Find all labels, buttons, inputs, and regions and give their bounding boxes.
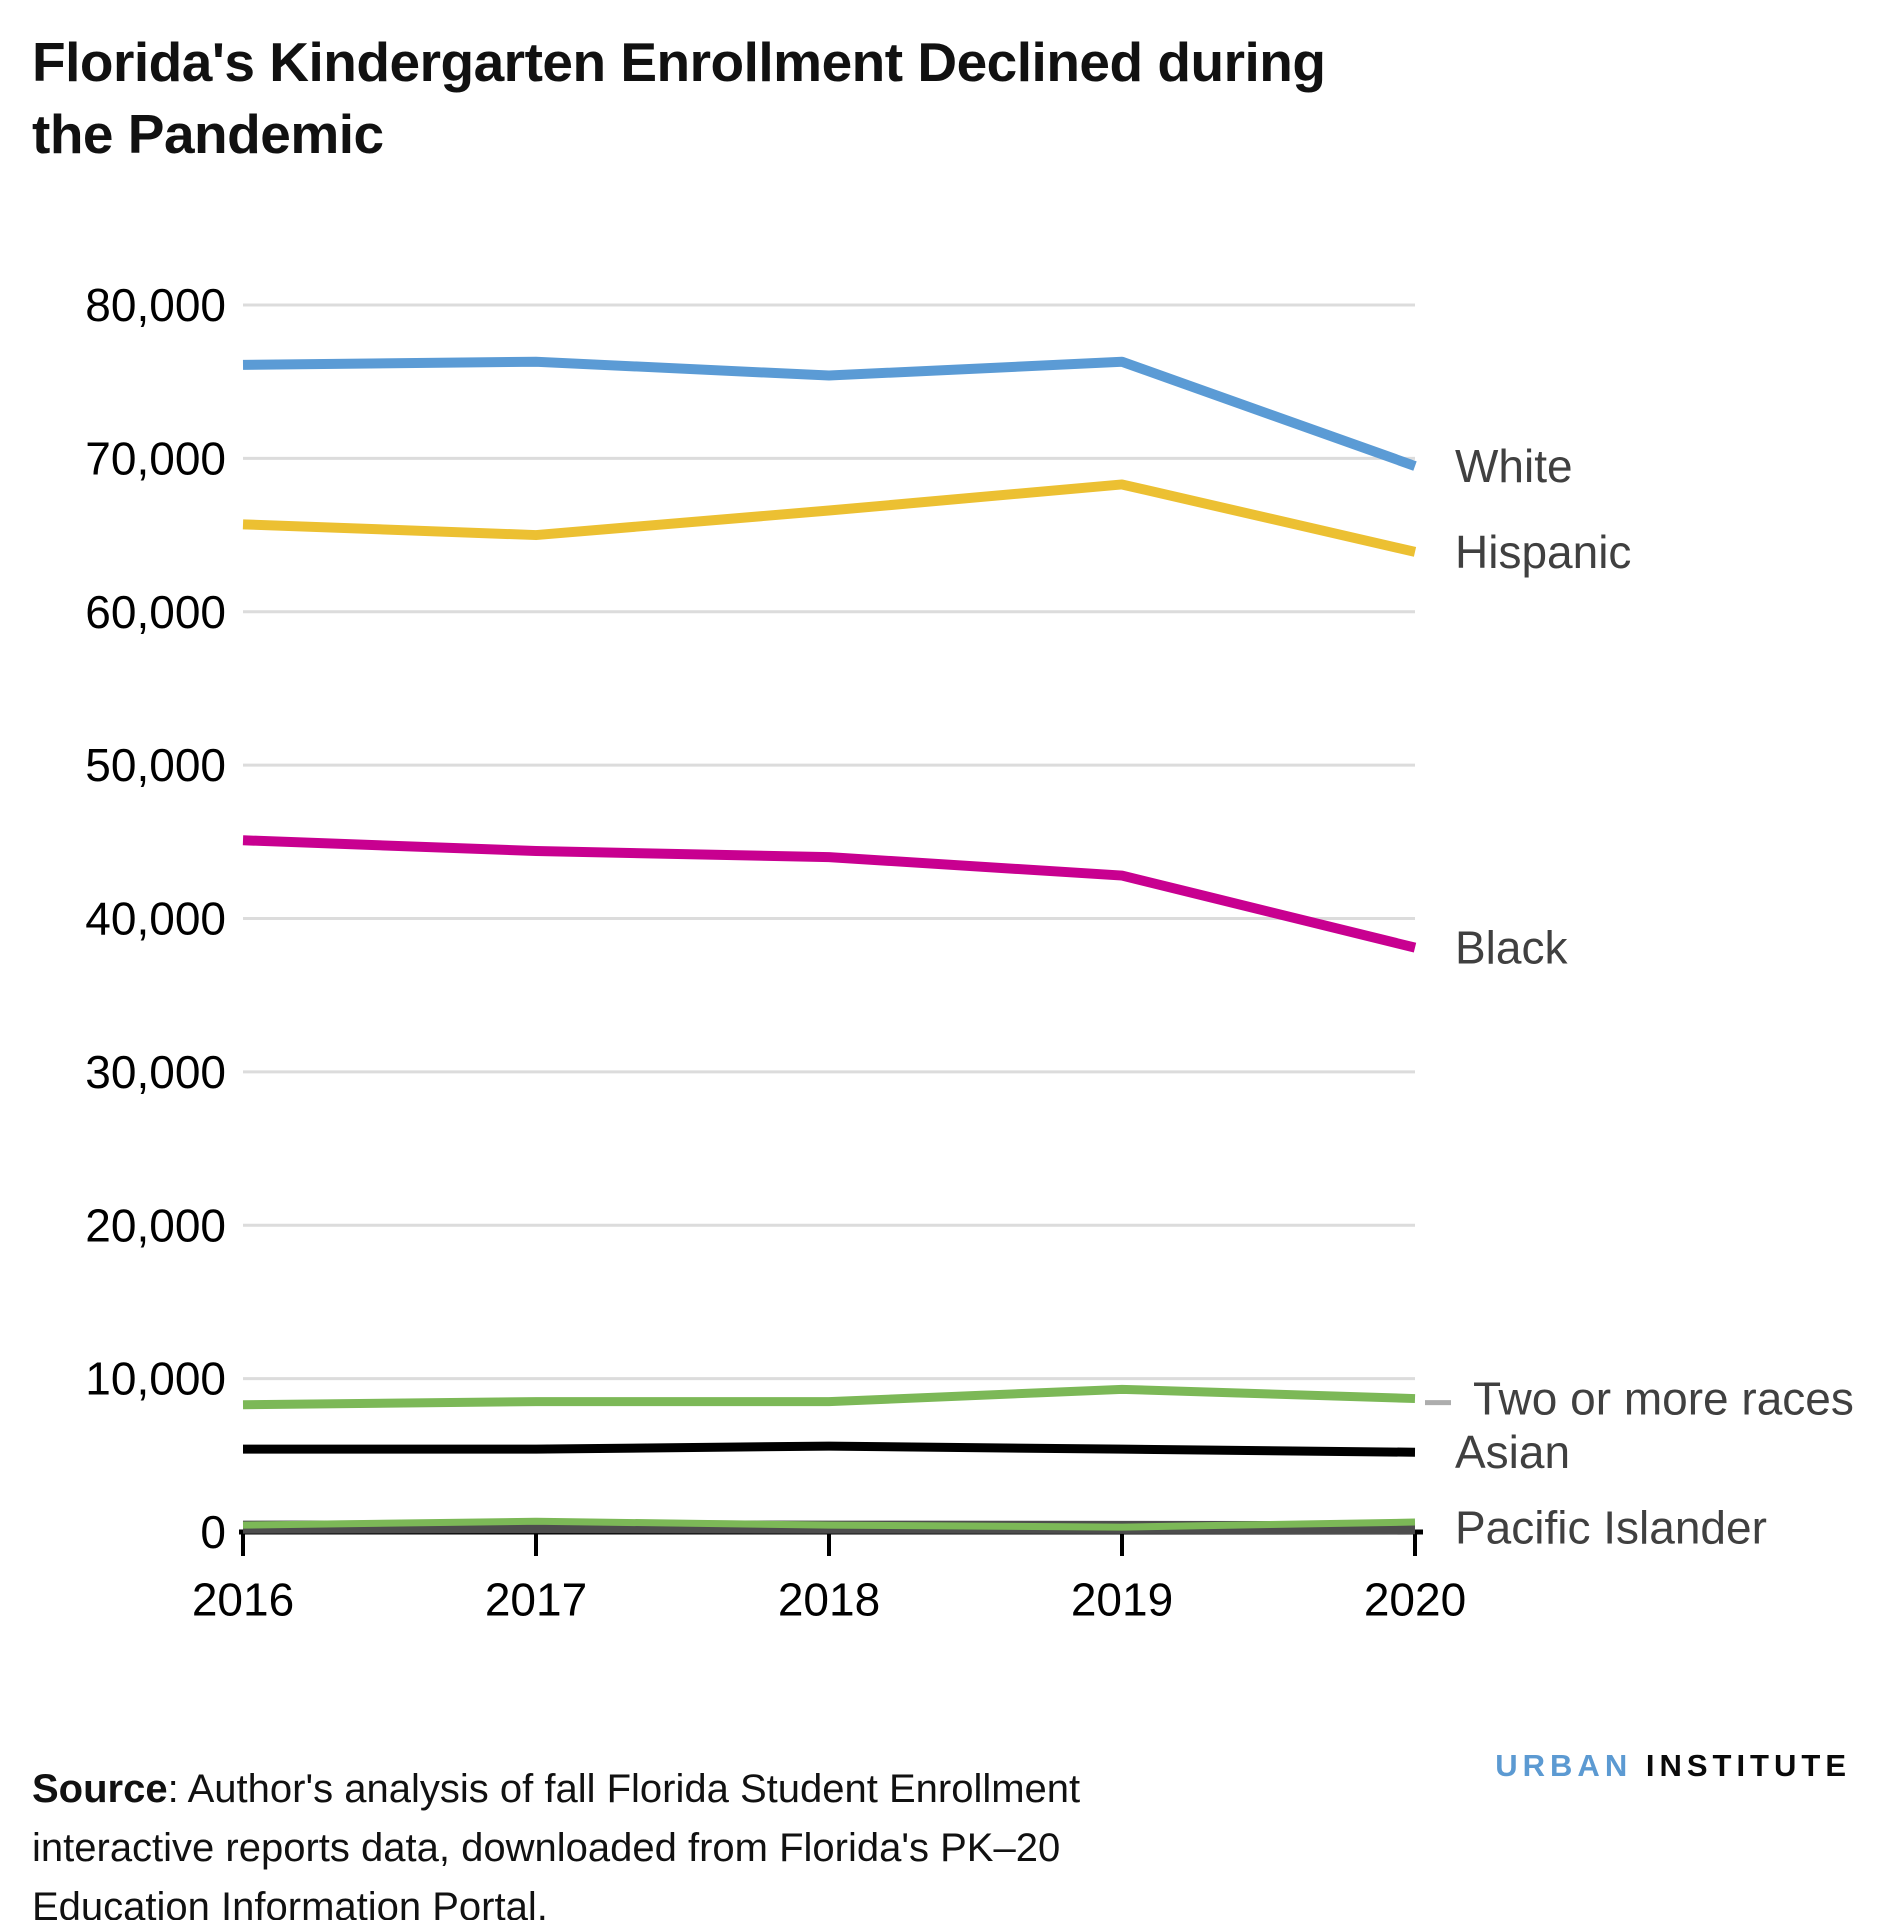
y-axis-tick-label: 10,000 [85, 1353, 226, 1405]
logo-urban-text: URBAN [1495, 1748, 1633, 1783]
logo-institute-text: INSTITUTE [1645, 1748, 1851, 1783]
series-line-white [242, 356, 1417, 471]
series-line-unlabeled-green-line-near-zero- [242, 1517, 1416, 1531]
chart-title-line-2: the Pandemic [32, 103, 384, 165]
y-axis-tick-label: 60,000 [85, 586, 226, 638]
source-note-line-1: Source: Author's analysis of fall Florid… [32, 1767, 1081, 1811]
series-line-hispanic [242, 479, 1417, 557]
source-note-line-2: interactive reports data, downloaded fro… [32, 1826, 1061, 1870]
y-axis-tick-label: 20,000 [85, 1199, 226, 1251]
urban-institute-logo: URBAN INSTITUTE [1495, 1748, 1851, 1784]
series-label-pacific-islander: Pacific Islander [1455, 1502, 1767, 1554]
series-line-two-or-more-races [242, 1384, 1416, 1410]
y-axis-tick-label: 50,000 [85, 739, 226, 791]
y-axis-tick-label: 0 [200, 1506, 226, 1558]
y-axis-tick-label: 80,000 [85, 279, 226, 331]
y-axis-tick-label: 40,000 [85, 893, 226, 945]
series-label-asian: Asian [1455, 1426, 1570, 1478]
series-label-hispanic: Hispanic [1455, 526, 1631, 578]
source-label: Source [32, 1767, 168, 1811]
y-axis-tick-label: 30,000 [85, 1046, 226, 1098]
chart-title: Florida's Kindergarten Enrollment Declin… [32, 26, 1532, 170]
series-line-asian [243, 1441, 1416, 1457]
x-axis-tick-label: 2016 [192, 1574, 294, 1626]
series-label-two-or-more-races: Two or more races [1473, 1373, 1854, 1425]
series-label-white: White [1455, 440, 1573, 492]
x-axis-tick-label: 2019 [1071, 1574, 1173, 1626]
y-axis-tick-label: 70,000 [85, 432, 226, 484]
chart-title-line-1: Florida's Kindergarten Enrollment Declin… [32, 31, 1326, 93]
x-axis-tick-label: 2020 [1364, 1574, 1466, 1626]
series-line-black [242, 835, 1417, 953]
x-axis-tick-label: 2017 [485, 1574, 587, 1626]
series-label-black: Black [1455, 922, 1568, 974]
x-axis-tick-label: 2018 [778, 1574, 880, 1626]
source-note-line-3: Education Information Portal. [32, 1885, 548, 1920]
source-note: Source: Author's analysis of fall Florid… [32, 1760, 1132, 1920]
